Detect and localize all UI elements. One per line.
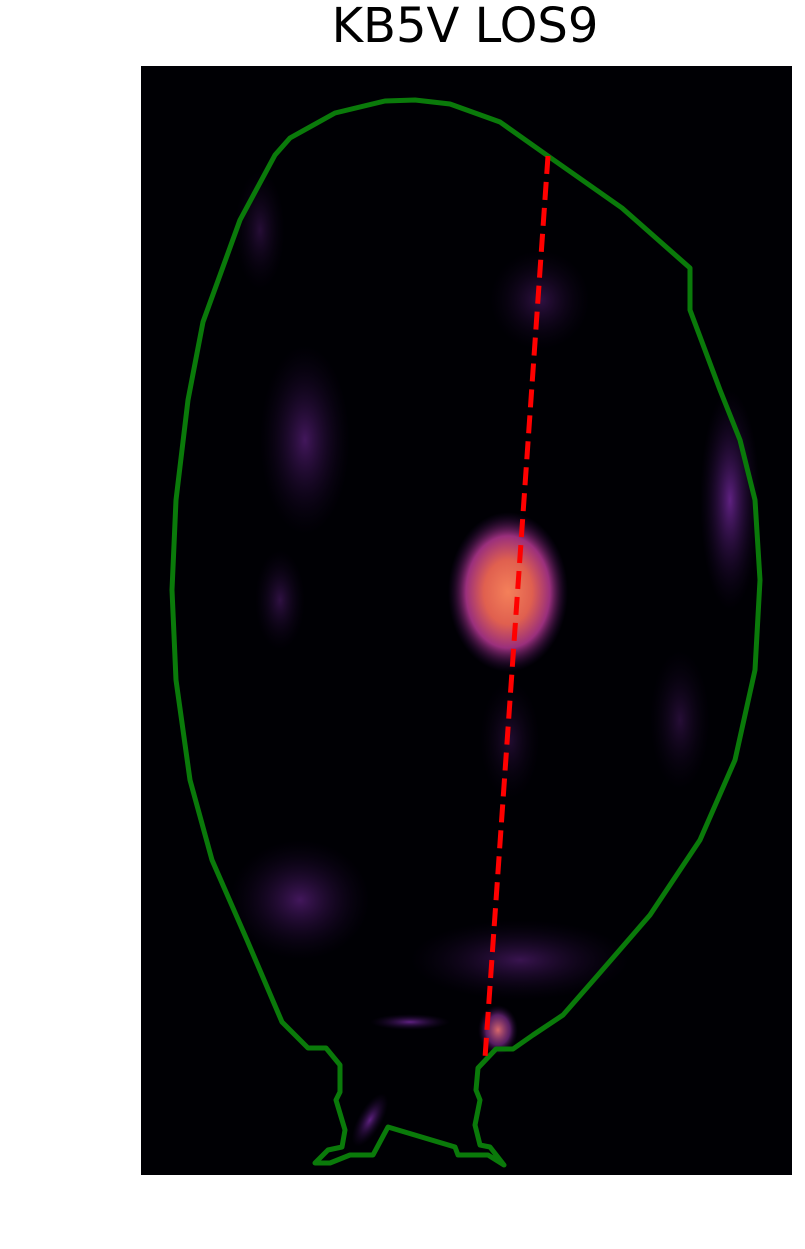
plot-title: KB5V LOS9 bbox=[332, 0, 599, 54]
vessel-boundary bbox=[169, 97, 763, 1168]
line-of-sight bbox=[482, 155, 551, 1059]
emission-glows bbox=[230, 170, 760, 1147]
